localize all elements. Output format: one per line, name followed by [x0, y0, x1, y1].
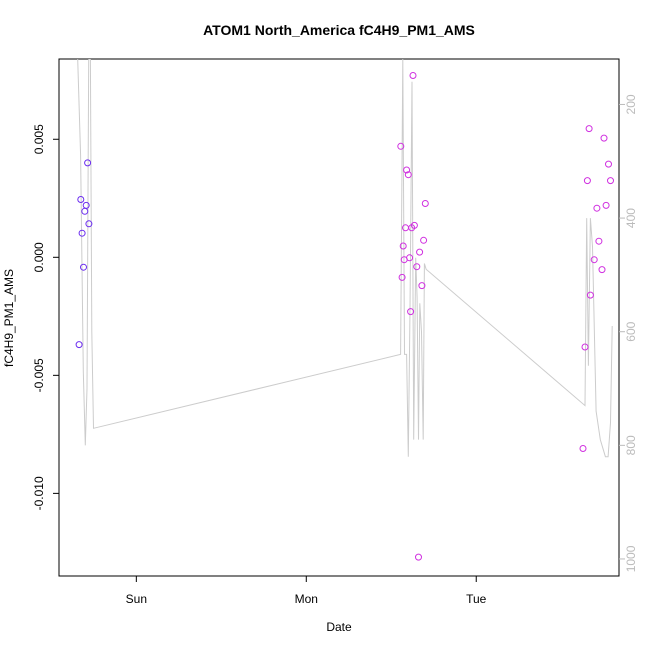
data-point — [81, 207, 89, 215]
axes-group: Sun Mon Tue 0.005 0.000 -0.005 -0.010 200 400 600… — [32, 94, 638, 606]
data-point — [410, 221, 418, 229]
right-y-tick-label: 600 — [624, 321, 638, 341]
data-point — [398, 273, 406, 281]
x-tick-label: Tue — [466, 592, 487, 606]
data-point — [605, 160, 612, 168]
data-point — [416, 248, 424, 256]
data-point — [590, 256, 598, 264]
x-tick-label: Mon — [295, 592, 318, 606]
y-tick-label: 0.005 — [32, 124, 46, 154]
data-point — [415, 553, 422, 561]
data-point — [397, 142, 405, 150]
data-point — [78, 229, 86, 237]
chart-title: ATOM1 North_America fC4H9_PM1_AMS — [203, 22, 475, 38]
data-point — [80, 263, 87, 271]
data-point — [600, 134, 608, 142]
data-point — [407, 308, 415, 316]
series-line — [77, 59, 613, 458]
data-point — [421, 200, 429, 207]
right-y-tick-label: 400 — [624, 208, 638, 228]
data-point — [595, 237, 603, 245]
data-point — [77, 196, 85, 203]
data-point — [403, 166, 411, 174]
data-point — [409, 72, 417, 79]
right-axis-series-line-group — [77, 59, 613, 458]
plot-frame — [58, 58, 620, 577]
data-point — [82, 201, 90, 209]
y-tick-label: -0.005 — [32, 358, 46, 392]
right-y-tick-label: 200 — [624, 94, 638, 114]
data-point — [420, 236, 428, 244]
y-tick-label: -0.010 — [32, 476, 46, 510]
data-point — [602, 201, 610, 209]
x-tick-label: Sun — [126, 592, 147, 606]
y-axis-label: fC4H9_PM1_AMS — [2, 269, 16, 367]
data-point — [404, 171, 412, 179]
data-point — [607, 177, 614, 185]
data-point — [586, 291, 594, 299]
data-point — [84, 159, 92, 167]
data-point — [85, 220, 93, 228]
y-tick-label: 0.000 — [32, 242, 46, 272]
data-point — [598, 266, 606, 274]
data-point — [579, 445, 587, 452]
right-y-tick-label: 800 — [624, 435, 638, 455]
x-axis-label: Date — [326, 620, 352, 634]
data-point — [75, 341, 83, 349]
data-point — [406, 254, 414, 262]
data-point — [593, 204, 601, 212]
data-point — [418, 282, 426, 290]
data-point — [399, 242, 407, 250]
data-point — [585, 125, 593, 133]
data-points-group — [75, 72, 614, 561]
data-point — [413, 263, 421, 271]
data-point — [583, 177, 591, 185]
right-y-tick-label: 1000 — [624, 545, 638, 572]
data-point — [581, 343, 589, 351]
